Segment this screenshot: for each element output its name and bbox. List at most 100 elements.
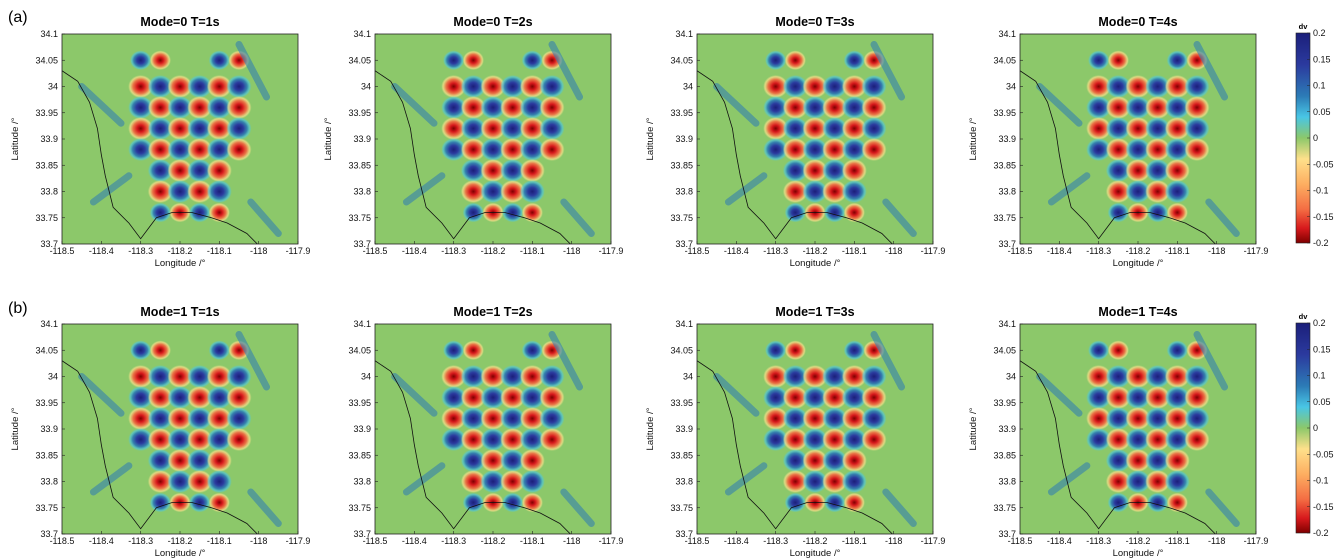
x-tick-label: -118.1 xyxy=(842,246,867,256)
y-tick-label: 33.95 xyxy=(670,398,693,408)
y-tick-label: 33.85 xyxy=(35,160,58,170)
positive-anomaly xyxy=(147,159,173,182)
y-tick-label: 33.95 xyxy=(670,108,693,118)
positive-anomaly xyxy=(149,202,171,223)
negative-anomaly xyxy=(841,365,867,388)
negative-anomaly xyxy=(206,159,232,182)
y-tick-label: 34 xyxy=(48,372,58,382)
positive-anomaly xyxy=(1105,407,1131,430)
positive-anomaly xyxy=(206,138,232,161)
x-tick-label: -118.4 xyxy=(402,246,427,256)
coastline xyxy=(62,360,258,534)
positive-anomaly xyxy=(187,117,213,140)
positive-anomaly xyxy=(460,117,486,140)
x-tick-label: -118.5 xyxy=(685,536,710,546)
y-tick-label: 33.8 xyxy=(675,187,693,197)
positive-anomaly xyxy=(128,428,154,451)
positive-anomaly xyxy=(1166,340,1188,361)
negative-anomaly xyxy=(1184,138,1210,161)
positive-anomaly xyxy=(824,202,846,223)
positive-anomaly xyxy=(206,96,232,119)
y-tick-label: 33.8 xyxy=(675,477,693,487)
y-tick-label: 33.75 xyxy=(993,503,1016,513)
negative-anomaly xyxy=(1164,407,1190,430)
negative-anomaly xyxy=(841,449,867,472)
positive-anomaly xyxy=(167,470,193,493)
x-tick-label: -118.3 xyxy=(763,536,788,546)
positive-anomaly xyxy=(824,492,846,513)
negative-anomaly xyxy=(208,492,230,513)
positive-anomaly xyxy=(441,386,467,409)
positive-anomaly xyxy=(861,407,887,430)
positive-anomaly xyxy=(1105,365,1131,388)
positive-anomaly xyxy=(1145,407,1171,430)
positive-anomaly xyxy=(822,75,848,98)
y-tick-label: 33.7 xyxy=(40,239,58,249)
negative-anomaly xyxy=(1164,117,1190,140)
positive-anomaly xyxy=(187,407,213,430)
positive-anomaly xyxy=(500,117,526,140)
positive-anomaly xyxy=(187,449,213,472)
panel-title: Mode=1 T=2s xyxy=(453,305,532,319)
panel-title: Mode=1 T=1s xyxy=(140,305,219,319)
negative-anomaly xyxy=(441,117,467,140)
positive-anomaly xyxy=(460,159,486,182)
negative-anomaly xyxy=(147,470,173,493)
anomaly-streak xyxy=(1193,331,1229,391)
map-panel: Mode=1 T=1s 34.1 34.05 34 33.95 33.9 33.85 33.8… xyxy=(10,305,310,559)
x-tick-label: -118.4 xyxy=(1047,536,1072,546)
positive-anomaly xyxy=(1164,428,1190,451)
x-tick-label: -118 xyxy=(1208,246,1225,256)
positive-anomaly xyxy=(802,386,828,409)
negative-anomaly xyxy=(519,159,545,182)
y-tick-label: 33.75 xyxy=(35,213,58,223)
x-tick-label: -118.2 xyxy=(803,536,828,546)
map-panel: Mode=0 T=4s 34.1 34.05 34 33.95 33.9 33.85 33.8… xyxy=(968,15,1268,269)
y-tick-label: 34 xyxy=(683,82,693,92)
map-panel: Mode=1 T=4s 34.1 34.05 34 33.95 33.9 33.85 33.8… xyxy=(968,305,1268,559)
negative-anomaly xyxy=(1164,365,1190,388)
anomaly-streak xyxy=(1036,373,1083,417)
anomaly-streak xyxy=(402,462,446,496)
row-labels-layer: (a) (b) xyxy=(8,9,28,317)
y-tick-label: 34.05 xyxy=(35,55,58,65)
anomaly-streak xyxy=(89,172,133,206)
negative-anomaly xyxy=(480,407,506,430)
anomaly-field xyxy=(713,41,917,237)
negative-anomaly xyxy=(782,386,808,409)
negative-anomaly xyxy=(802,75,828,98)
positive-anomaly xyxy=(149,492,171,513)
negative-anomaly xyxy=(841,75,867,98)
positive-anomaly xyxy=(1145,449,1171,472)
positive-anomaly xyxy=(1164,386,1190,409)
positive-anomaly xyxy=(822,449,848,472)
y-tick-label: 33.9 xyxy=(40,134,58,144)
x-axis-label: Longitude /° xyxy=(790,548,841,559)
y-tick-label: 33.8 xyxy=(998,477,1016,487)
anomaly-streak xyxy=(235,41,271,101)
positive-anomaly xyxy=(1105,117,1131,140)
x-tick-label: -118 xyxy=(563,536,580,546)
row-label-a: (a) xyxy=(8,9,28,26)
positive-anomaly xyxy=(502,492,524,513)
negative-anomaly xyxy=(1145,386,1171,409)
anomaly-streak xyxy=(560,198,595,237)
positive-anomaly xyxy=(189,492,211,513)
positive-anomaly xyxy=(443,340,465,361)
negative-anomaly xyxy=(521,492,543,513)
negative-anomaly xyxy=(167,117,193,140)
positive-anomaly xyxy=(1107,202,1129,223)
x-tick-label: -118.5 xyxy=(363,246,388,256)
anomaly-streak xyxy=(870,331,906,391)
positive-anomaly xyxy=(519,138,545,161)
x-tick-label: -118.5 xyxy=(685,246,710,256)
negative-anomaly xyxy=(782,96,808,119)
y-tick-label: 33.9 xyxy=(40,424,58,434)
positive-anomaly xyxy=(802,138,828,161)
x-tick-label: -118.1 xyxy=(520,536,545,546)
negative-anomaly xyxy=(500,138,526,161)
y-tick-label: 33.85 xyxy=(348,160,371,170)
negative-anomaly xyxy=(226,96,252,119)
negative-anomaly xyxy=(226,428,252,451)
positive-anomaly xyxy=(460,365,486,388)
